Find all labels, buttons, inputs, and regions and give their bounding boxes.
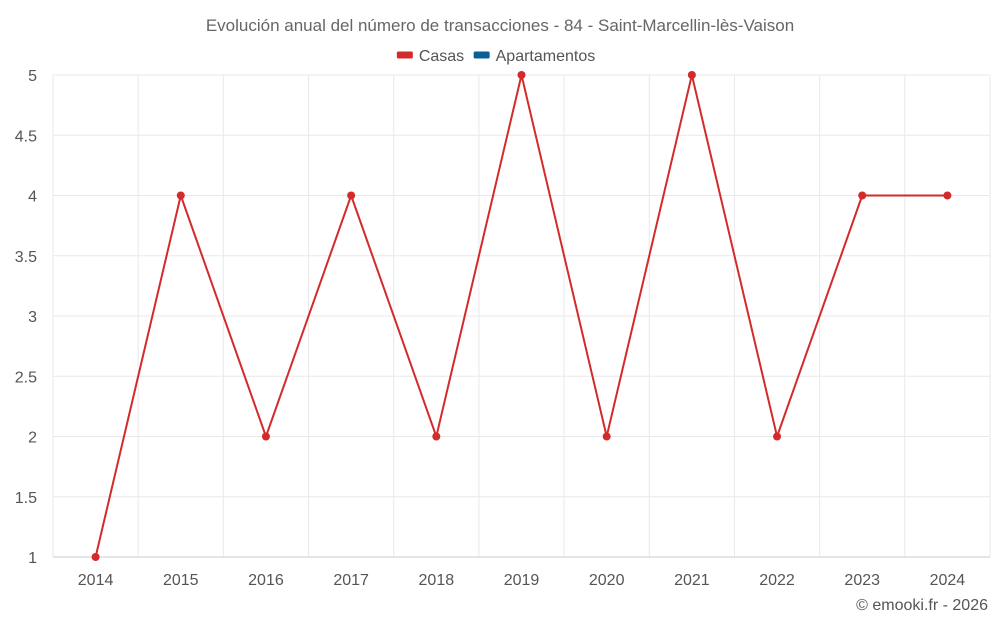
x-tick-label: 2021 bbox=[674, 572, 710, 589]
y-axis: 1 1.5 2 2.5 3 3.5 4 4.5 5 bbox=[15, 68, 37, 567]
y-tick-label: 4.5 bbox=[15, 128, 37, 145]
data-point bbox=[687, 71, 696, 79]
y-tick-label: 1.5 bbox=[15, 490, 37, 507]
y-tick-label: 5 bbox=[28, 68, 37, 85]
credit-text: © emooki.fr - 2026 bbox=[856, 597, 988, 614]
y-tick-label: 4 bbox=[28, 189, 37, 206]
data-point bbox=[176, 191, 185, 200]
legend: Casas Apartamentos bbox=[396, 48, 596, 65]
series-layer bbox=[91, 71, 952, 561]
data-point bbox=[432, 432, 441, 441]
data-point bbox=[517, 71, 526, 79]
x-tick-label: 2022 bbox=[759, 572, 795, 589]
data-point bbox=[91, 553, 100, 561]
y-tick-label: 3.5 bbox=[15, 249, 37, 266]
y-tick-label: 1 bbox=[28, 550, 37, 567]
y-tick-label: 2 bbox=[28, 430, 37, 447]
x-tick-label: 2017 bbox=[333, 572, 369, 589]
x-tick-label: 2019 bbox=[504, 572, 540, 589]
x-tick-label: 2016 bbox=[248, 572, 284, 589]
x-tick-label: 2024 bbox=[930, 572, 966, 589]
data-point bbox=[773, 432, 782, 441]
data-point bbox=[261, 432, 270, 441]
legend-swatch-apartamentos bbox=[473, 51, 490, 59]
data-point bbox=[943, 191, 952, 200]
y-tick-label: 2.5 bbox=[15, 369, 37, 386]
legend-swatch-casas bbox=[396, 51, 413, 59]
legend-label: Casas bbox=[419, 48, 464, 65]
x-tick-label: 2018 bbox=[419, 572, 455, 589]
x-tick-label: 2023 bbox=[844, 572, 880, 589]
x-tick-label: 2020 bbox=[589, 572, 625, 589]
x-tick-label: 2014 bbox=[78, 572, 114, 589]
data-point bbox=[347, 191, 356, 200]
data-point bbox=[602, 432, 611, 441]
legend-label: Apartamentos bbox=[496, 48, 596, 65]
y-tick-label: 3 bbox=[28, 309, 37, 326]
x-tick-label: 2015 bbox=[163, 572, 199, 589]
x-axis: 2014 2015 2016 2017 2018 2019 2020 2021 2022 2023… bbox=[78, 572, 966, 589]
data-point bbox=[858, 191, 867, 200]
chart-title: Evolución anual del número de transaccio… bbox=[206, 16, 794, 35]
grid bbox=[52, 74, 991, 558]
